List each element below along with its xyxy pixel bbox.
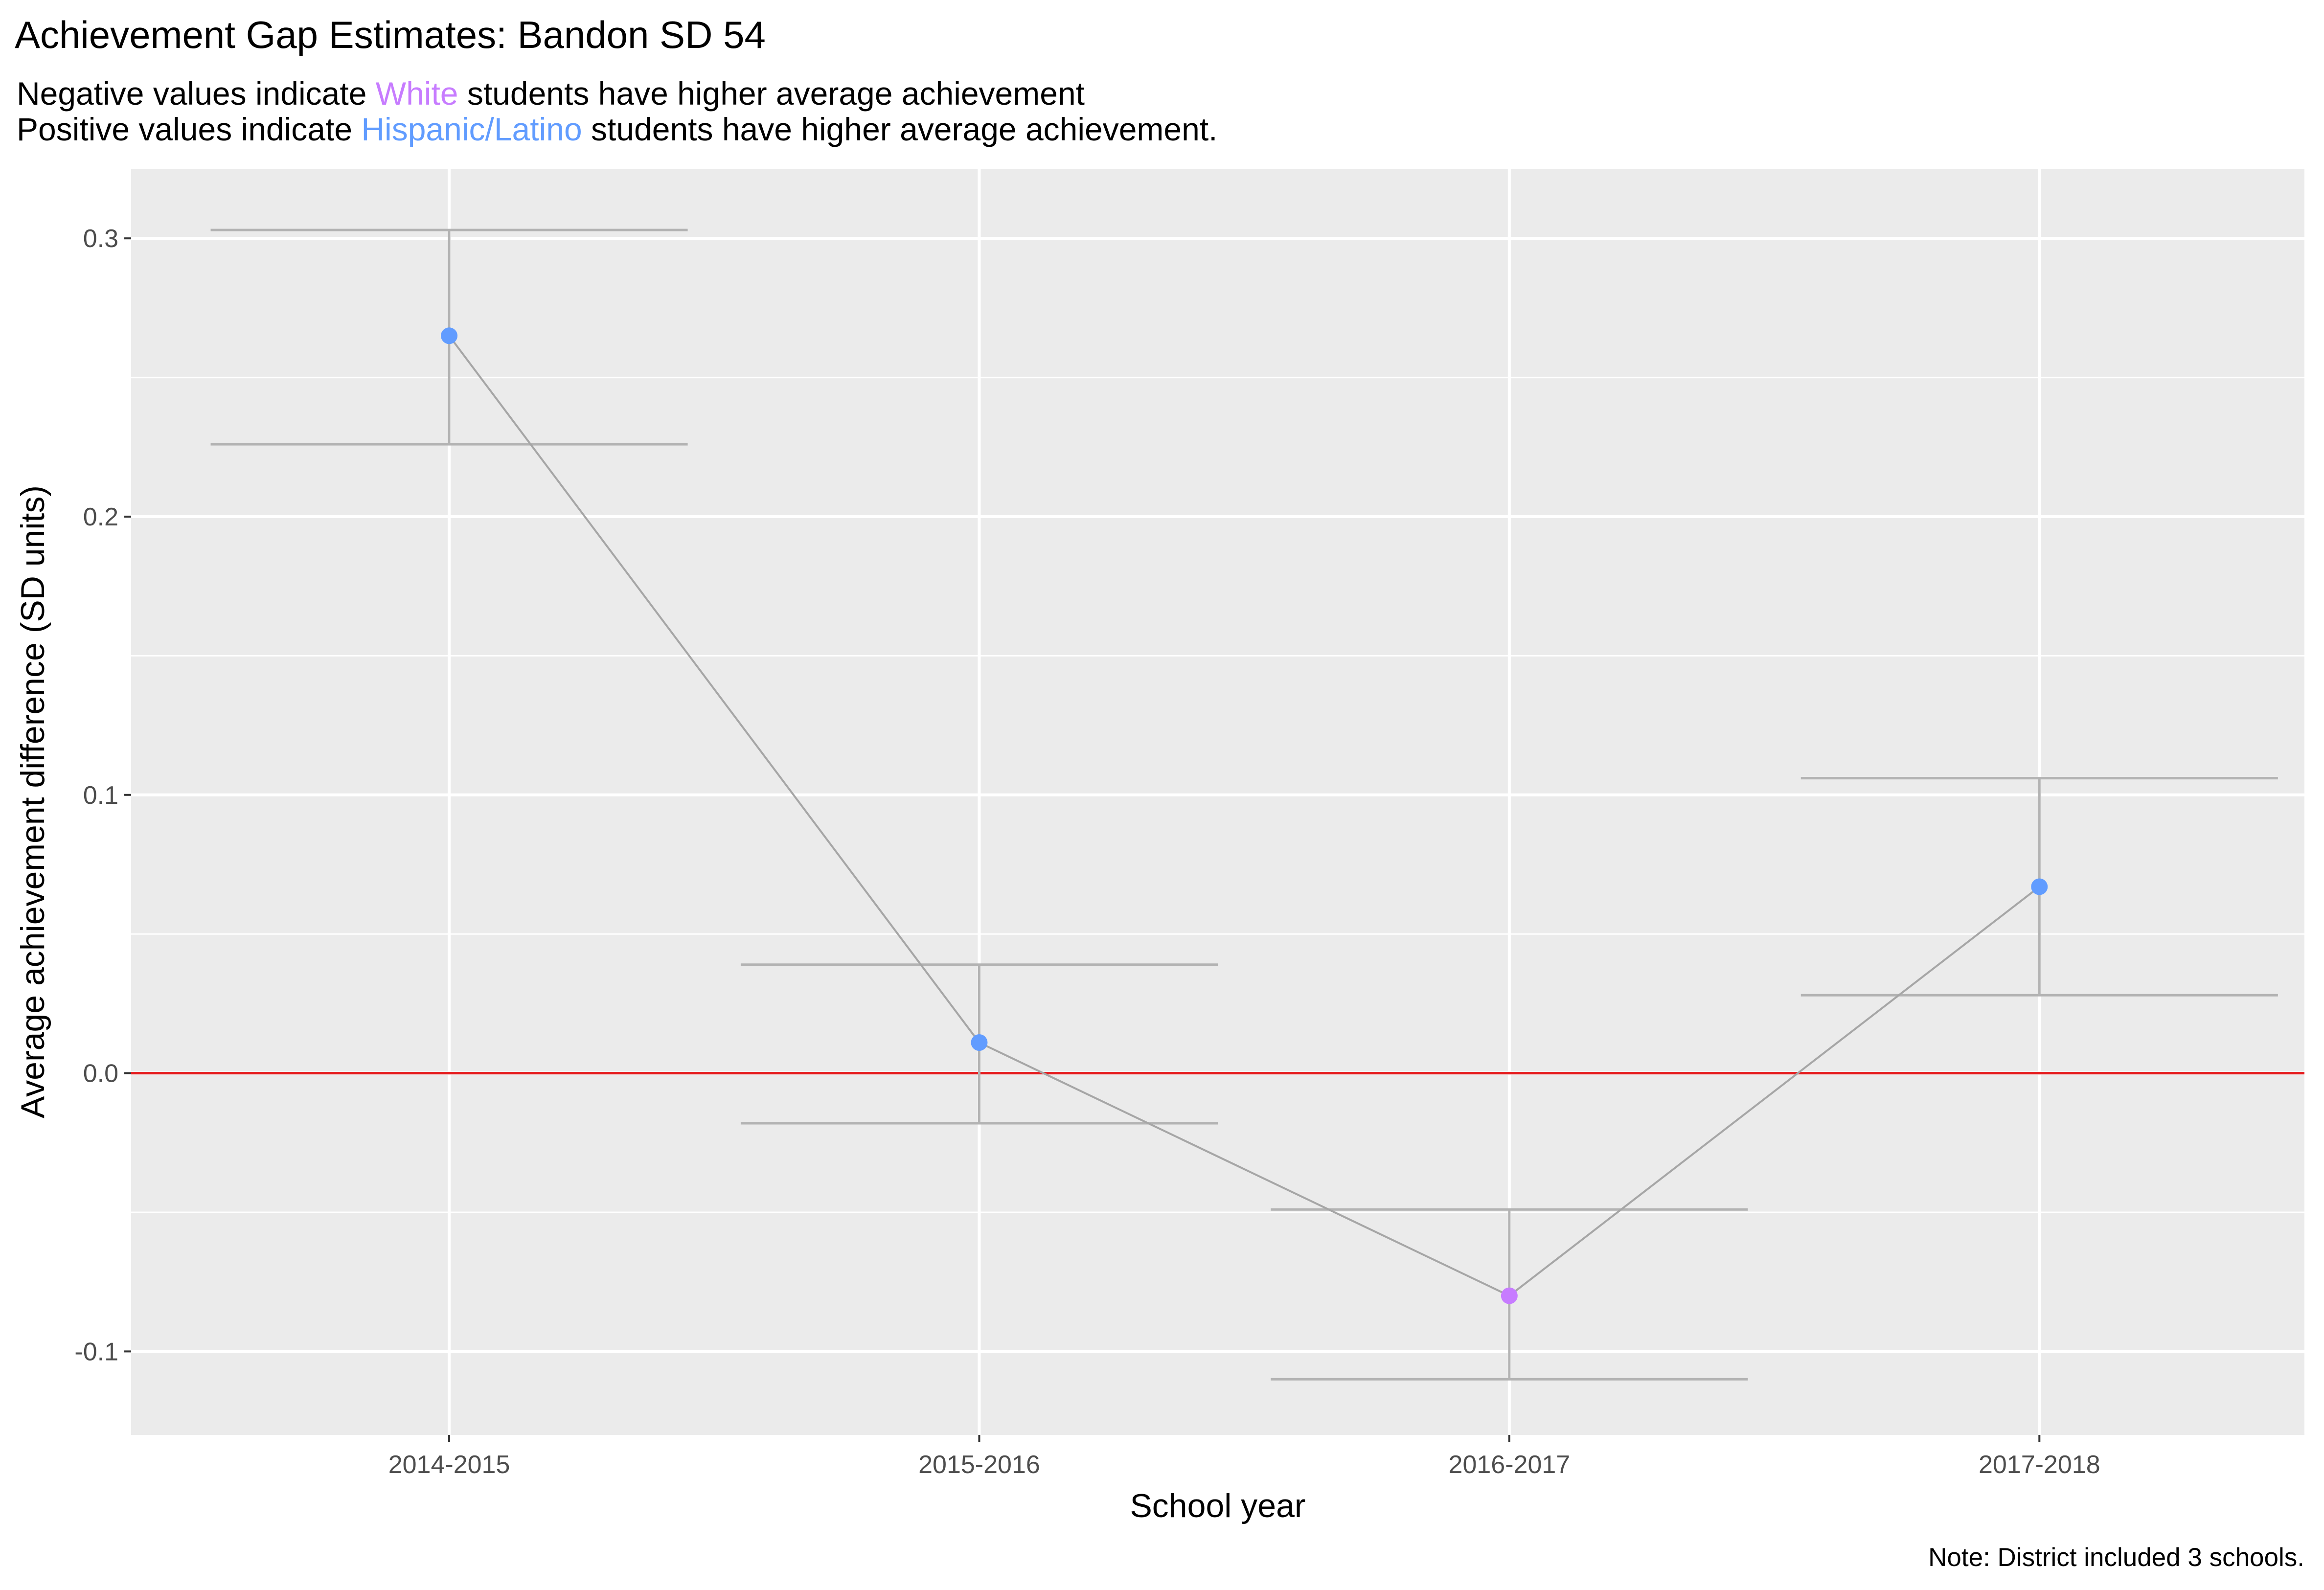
trend-line — [448, 335, 2040, 1297]
y-tick-label: 0.3 — [83, 225, 118, 253]
y-tick-label: 0.0 — [83, 1060, 118, 1088]
chart-title: Achievement Gap Estimates: Bandon SD 54 — [15, 13, 766, 56]
x-tick-label: 2014-2015 — [388, 1451, 510, 1479]
x-tick-label: 2015-2016 — [918, 1451, 1040, 1479]
chart-subtitle-line-1: Negative values indicate White students … — [17, 75, 1085, 112]
data-points — [441, 327, 2048, 1304]
x-tick-label: 2017-2018 — [1979, 1451, 2100, 1479]
chart-subtitle-line-2: Positive values indicate Hispanic/Latino… — [17, 111, 1218, 147]
x-axis-title: School year — [1130, 1487, 1305, 1524]
series-line — [448, 335, 2040, 1297]
minor-gridlines — [131, 377, 2304, 1213]
x-tick-label: 2016-2017 — [1449, 1451, 1571, 1479]
subtitle-1-white-highlight: White — [376, 75, 458, 112]
data-point — [971, 1034, 988, 1051]
subtitle-2-hispanic-highlight: Hispanic/Latino — [361, 111, 582, 147]
data-point — [1501, 1287, 1518, 1304]
y-axis-title: Average achievement difference (SD units… — [14, 485, 51, 1118]
data-point — [2031, 878, 2048, 895]
y-tick-label: 0.2 — [83, 503, 118, 531]
y-tick-label: -0.1 — [74, 1338, 118, 1366]
data-point — [441, 327, 458, 344]
x-axis: 2014-2015 2015-2016 2016-2017 2017-2018 — [388, 1435, 2100, 1479]
chart-caption: Note: District included 3 schools. — [1928, 1543, 2304, 1572]
subtitle-2-after: students have higher average achievement… — [582, 111, 1218, 147]
subtitle-1-after: students have higher average achievement — [458, 75, 1085, 112]
subtitle-2-before: Positive values indicate — [17, 111, 361, 147]
subtitle-1-before: Negative values indicate — [17, 75, 376, 112]
y-tick-label: 0.1 — [83, 781, 118, 810]
plot-panel — [131, 169, 2304, 1435]
y-axis: -0.1 0.0 0.1 0.2 0.3 — [74, 225, 131, 1366]
